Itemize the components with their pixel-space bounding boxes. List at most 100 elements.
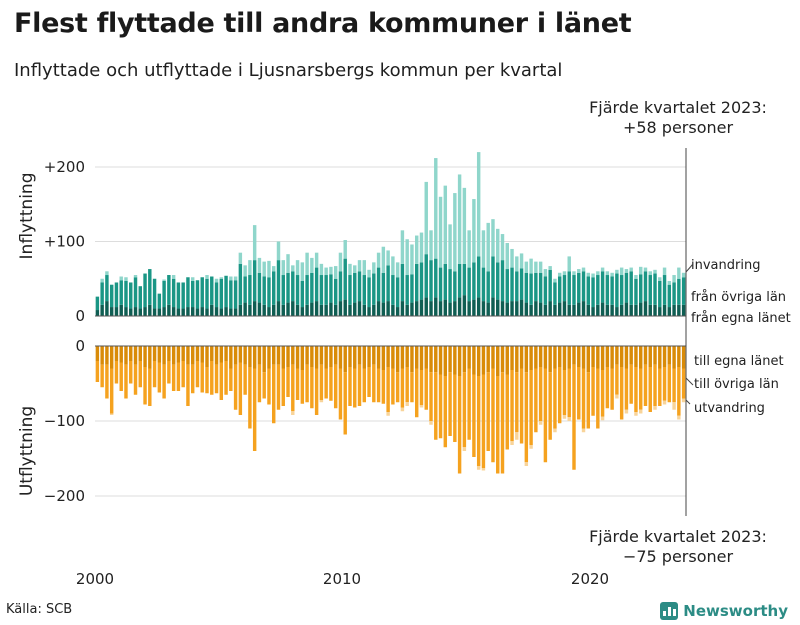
outflow-bar: [233, 364, 238, 410]
outflow-bar: [176, 362, 181, 391]
inflow-bar: [329, 266, 333, 275]
outflow-bar: [286, 346, 290, 367]
outflow-bar: [610, 346, 614, 369]
inflow-bar: [367, 269, 371, 278]
inflow-bar: [214, 282, 219, 308]
outflow-bar: [557, 367, 562, 424]
inflow-bar: [434, 258, 438, 298]
x-tick-label: 2020: [571, 570, 609, 588]
inflow-bar: [333, 278, 338, 305]
outflow-bar: [276, 364, 281, 410]
inflow-bar: [605, 275, 610, 305]
inflow-bar: [634, 275, 638, 279]
outflow-bar: [310, 346, 314, 367]
outflow-bar: [562, 370, 567, 415]
outflow-bar: [534, 368, 538, 433]
inflow-bar: [219, 277, 224, 279]
inflow-bar: [119, 304, 123, 316]
inflow-bar: [467, 301, 471, 316]
inflow-bar: [557, 276, 562, 303]
inflow-bar: [95, 310, 100, 316]
inflow-bar: [276, 260, 281, 302]
outflow-bar: [291, 346, 295, 365]
inflow-bar: [453, 193, 457, 272]
outflow-bar: [190, 364, 195, 394]
outflow-bar: [448, 346, 452, 373]
outflow-bar: [553, 368, 557, 429]
outflow-bar: [658, 346, 662, 369]
inflow-bar: [500, 234, 505, 261]
inflow-bar: [195, 308, 200, 316]
label-connector: [685, 377, 694, 386]
inflow-bar: [295, 260, 300, 276]
inflow-bar: [524, 261, 529, 273]
inflow-bar: [424, 181, 428, 255]
inflow-bar: [205, 278, 209, 309]
inflow-bar: [429, 260, 433, 302]
outflow-bar: [662, 367, 667, 401]
outflow-bar: [505, 374, 509, 450]
outflow-bar: [410, 346, 414, 373]
brand-logo: Newsworthy: [660, 602, 788, 620]
outflow-bar: [505, 346, 509, 375]
outflow-bar: [672, 402, 676, 410]
inflow-bar: [486, 302, 490, 316]
inflow-bar: [443, 185, 448, 264]
inflow-bar: [190, 277, 195, 281]
inflow-bar: [534, 301, 538, 316]
inflow-bar: [233, 276, 238, 281]
outflow-bar: [410, 372, 414, 403]
inflow-bar: [629, 267, 633, 272]
outflow-bar: [453, 346, 457, 375]
outflow-bar: [310, 367, 314, 409]
y-tick-label: 0: [75, 307, 85, 325]
inflow-bar: [171, 307, 176, 316]
outflow-bar: [267, 368, 271, 405]
outflow-bar: [643, 364, 648, 406]
inflow-bar: [581, 267, 586, 272]
inflow-bar: [438, 196, 443, 268]
inflow-bar: [429, 230, 433, 261]
inflow-bar: [176, 282, 181, 309]
outflow-bar: [538, 346, 543, 367]
outflow-bar: [667, 364, 672, 403]
inflow-bar: [105, 301, 109, 316]
outflow-bar: [243, 346, 247, 365]
outflow-bar: [653, 364, 657, 406]
inflow-bar: [300, 280, 305, 308]
x-tick-label: 2010: [323, 570, 361, 588]
outflow-bar: [114, 346, 119, 361]
inflow-bar: [605, 304, 610, 316]
inflow-bar: [677, 278, 681, 305]
source-note: Källa: SCB: [6, 602, 73, 617]
inflow-bar: [267, 277, 271, 308]
inflow-bar: [462, 295, 467, 316]
inflow-bar: [362, 260, 366, 276]
inflow-bar: [272, 271, 276, 305]
inflow-bar: [267, 260, 271, 278]
outflow-bar: [162, 346, 166, 365]
outflow-bar: [95, 346, 100, 361]
inflow-bar: [448, 302, 452, 316]
inflow-bar: [109, 284, 114, 308]
outflow-bar: [100, 346, 104, 365]
inflow-bar: [639, 302, 643, 316]
outflow-bar: [362, 346, 366, 369]
outflow-bar: [605, 346, 610, 367]
chart-subtitle: Inflyttade och utflyttade i Ljusnarsberg…: [14, 60, 563, 81]
inflow-bar: [557, 302, 562, 316]
outflow-bar: [419, 346, 424, 370]
inflow-bar: [391, 304, 395, 316]
outflow-bar: [267, 346, 271, 369]
series-label-inflow: invandring: [691, 258, 760, 273]
inflow-bar: [534, 272, 538, 302]
outflow-bar: [624, 346, 629, 369]
inflow-bar: [395, 262, 400, 278]
outflow-bar: [329, 346, 333, 367]
inflow-bar: [133, 275, 138, 278]
inflow-bar: [610, 272, 614, 277]
outflow-bar: [210, 361, 214, 395]
outflow-bar: [634, 367, 638, 412]
callout-inflow: Fjärde kvartalet 2023: +58 personer: [578, 98, 778, 138]
inflow-bar: [672, 275, 676, 283]
